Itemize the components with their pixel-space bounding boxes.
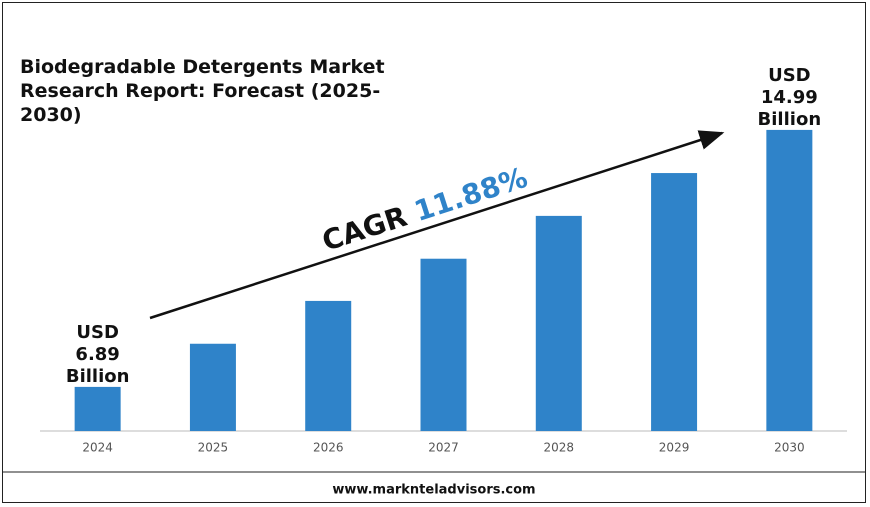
chart-title: Biodegradable Detergents Market Research… xyxy=(20,56,385,126)
x-tick-label: 2026 xyxy=(313,441,344,455)
bar xyxy=(74,386,121,431)
footer-url: www.marknteladvisors.com xyxy=(332,483,535,498)
data-label: USD 14.99 Billion xyxy=(758,65,822,130)
bar xyxy=(420,258,467,431)
growth-arrow xyxy=(149,130,725,320)
cagr-value: 11.88% xyxy=(410,161,531,228)
x-tick-label: 2027 xyxy=(428,441,459,455)
bar xyxy=(535,215,582,431)
bar xyxy=(305,300,352,431)
bar xyxy=(651,173,698,432)
x-tick-label: 2024 xyxy=(82,441,113,455)
bar xyxy=(189,343,236,431)
bar xyxy=(766,129,813,431)
x-tick-label: 2030 xyxy=(774,441,805,455)
x-tick-label: 2025 xyxy=(198,441,229,455)
data-label: USD 6.89 Billion xyxy=(66,322,130,387)
cagr-annotation: CAGR 11.88% xyxy=(318,161,531,258)
x-tick-label: 2028 xyxy=(544,441,575,455)
x-tick-label: 2029 xyxy=(659,441,690,455)
